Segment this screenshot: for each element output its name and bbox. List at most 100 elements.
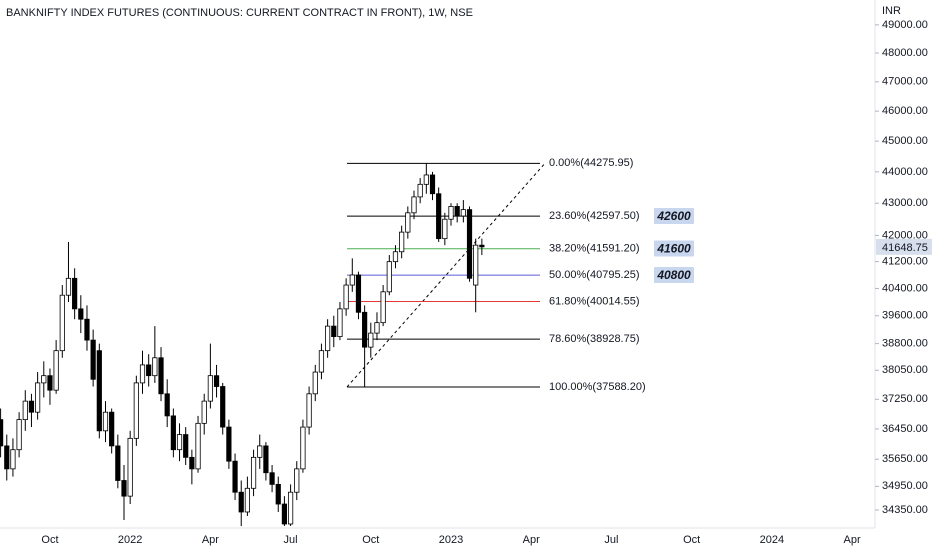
candle-body [257, 445, 263, 458]
x-tick-label: 2024 [760, 534, 784, 546]
candle-body [232, 460, 238, 493]
candle-body [442, 218, 448, 240]
candle-body [201, 400, 207, 424]
candle-body [263, 445, 269, 474]
candle-body [454, 206, 460, 217]
candle-body [294, 468, 300, 493]
candle-body [22, 400, 28, 421]
candle-body [146, 364, 152, 377]
fib-label: 78.60%(38928.75) [549, 333, 640, 345]
axis-unit: INR [882, 5, 901, 17]
candle-body [244, 487, 250, 513]
candle-body [0, 419, 4, 447]
chart-title: BANKNIFTY INDEX FUTURES (CONTINUOUS: CUR… [6, 7, 473, 19]
annotation-box [654, 208, 694, 225]
candle-body [331, 325, 337, 337]
candle-body [4, 445, 10, 470]
candle-body [479, 244, 485, 248]
y-tick-label: 46000.00 [882, 105, 928, 117]
y-tick-label: 35650.00 [882, 453, 928, 465]
candle-body [337, 308, 343, 337]
annotation-box [654, 240, 694, 257]
candle-body [374, 322, 380, 334]
candle-body [102, 411, 109, 432]
candle-body [16, 419, 22, 451]
y-tick-label: 48000.00 [882, 47, 928, 59]
candle-body [41, 375, 47, 384]
candle-body [429, 174, 436, 195]
y-tick-label: 38050.00 [882, 364, 928, 376]
y-tick-label: 43000.00 [882, 197, 928, 209]
y-tick-label: 34950.00 [882, 480, 928, 492]
candle-body [72, 277, 78, 310]
x-tick-label: Oct [41, 534, 58, 546]
y-tick-label: 42000.00 [882, 229, 928, 241]
candle-body [170, 415, 176, 451]
candle-body [65, 277, 72, 296]
candle-body [306, 393, 312, 428]
candle-body [115, 445, 121, 481]
x-tick-label: 2022 [118, 534, 142, 546]
candle-body [411, 196, 417, 214]
candle-body [275, 483, 281, 505]
candle-body [59, 294, 65, 352]
candle-body [220, 386, 226, 428]
y-tick-label: 39600.00 [882, 310, 928, 322]
candle-body [250, 456, 257, 489]
candle-body [405, 212, 411, 233]
candle-body [189, 456, 195, 470]
candle-body [269, 472, 275, 485]
x-tick-label: Apr [523, 534, 540, 546]
fib-label: 61.80%(40014.55) [549, 295, 640, 307]
last-price-box [876, 238, 932, 255]
candle-body [47, 375, 53, 391]
candle-body [473, 244, 479, 286]
x-tick-label: Jul [604, 534, 618, 546]
candle-body [287, 491, 294, 525]
candle-body [139, 364, 146, 384]
y-tick-label: 49000.00 [882, 19, 928, 31]
annotation-label: 42600 [656, 209, 691, 223]
fib-label: 38.20%(41591.20) [549, 243, 640, 255]
candle-body [35, 382, 41, 413]
candle-body [380, 291, 386, 324]
y-tick-label: 34350.00 [882, 504, 928, 516]
candle-body [90, 339, 96, 380]
candle-body [78, 308, 84, 320]
candle-body [349, 274, 355, 286]
x-tick-label: Apr [202, 534, 219, 546]
candle-body [448, 206, 454, 220]
candle-body [53, 350, 59, 391]
x-tick-label: 2023 [439, 534, 463, 546]
y-tick-label: 38800.00 [882, 338, 928, 350]
candle-body [213, 375, 220, 387]
fib-label: 23.60%(42597.50) [549, 210, 640, 222]
candle-body [343, 284, 349, 310]
candle-body [176, 434, 183, 451]
candle-body [281, 503, 288, 525]
candle-body [355, 274, 362, 313]
candle-body [300, 426, 306, 470]
candle-body [417, 183, 423, 198]
y-tick-label: 47000.00 [882, 76, 928, 88]
candle-body [399, 231, 405, 253]
candle-body [84, 318, 90, 341]
x-tick-label: Oct [683, 534, 700, 546]
candle-body [226, 426, 232, 462]
candle-body [164, 393, 170, 417]
annotation-label: 41600 [656, 242, 691, 256]
candle-body [466, 209, 473, 279]
candle-body [436, 193, 442, 240]
candle-body [183, 434, 189, 458]
fib-label: 0.00%(44275.95) [549, 157, 633, 169]
candle-body [207, 375, 213, 402]
candle-body [386, 261, 392, 293]
annotation-box [654, 266, 694, 283]
candle-body [423, 174, 429, 185]
candle-body [133, 382, 139, 439]
x-tick-label: Oct [362, 534, 379, 546]
candle-body [362, 311, 368, 348]
candle-body [127, 437, 133, 497]
